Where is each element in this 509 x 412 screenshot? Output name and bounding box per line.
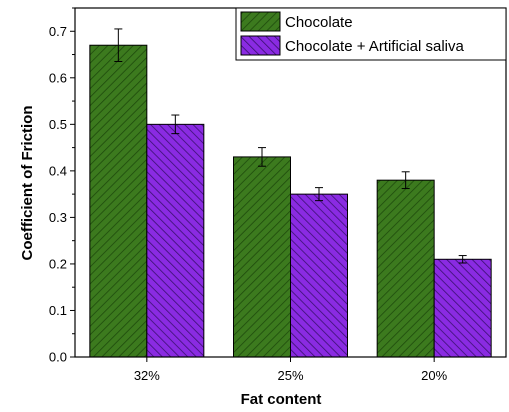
y-tick-label: 0.1 xyxy=(49,303,67,318)
legend-box xyxy=(235,7,507,61)
bar-chocolate-saliva-1 xyxy=(290,193,348,358)
error-bar-1-2 xyxy=(458,255,467,264)
x-tick-label: 32% xyxy=(134,368,160,383)
y-tick-label: 0.5 xyxy=(49,117,67,132)
error-bar-0-1 xyxy=(258,147,266,167)
error-bar-0-0 xyxy=(114,28,123,63)
legend-label-1: Chocolate + Artificial saliva xyxy=(285,38,464,55)
y-tick-label: 0.0 xyxy=(49,350,67,365)
bar-chocolate-saliva-0 xyxy=(146,123,205,358)
x-axis-title: Fat content xyxy=(241,391,322,408)
y-axis-title: Coefficient of Friction xyxy=(19,106,36,261)
legend-swatch-1 xyxy=(240,35,281,56)
x-tick-label: 20% xyxy=(421,368,447,383)
y-tick-label: 0.7 xyxy=(49,24,67,39)
error-bar-0-2 xyxy=(401,171,410,190)
bar-chocolate-2 xyxy=(376,179,435,358)
y-tick-label: 0.6 xyxy=(49,70,67,85)
y-tick-label: 0.4 xyxy=(49,163,67,178)
bar-chocolate-0 xyxy=(89,44,148,358)
legend-label-0: Chocolate xyxy=(285,14,353,31)
error-bar-1-0 xyxy=(171,114,180,135)
y-tick-label: 0.2 xyxy=(49,256,67,271)
error-bar-1-1 xyxy=(315,187,323,202)
x-tick-label: 25% xyxy=(277,368,303,383)
y-tick-label: 0.3 xyxy=(49,210,67,225)
bar-chocolate-saliva-2 xyxy=(433,258,492,358)
legend: Chocolate Chocolate + Artificial saliva xyxy=(235,7,507,61)
legend-swatch-0 xyxy=(240,11,281,32)
bar-chocolate-1 xyxy=(233,156,291,358)
